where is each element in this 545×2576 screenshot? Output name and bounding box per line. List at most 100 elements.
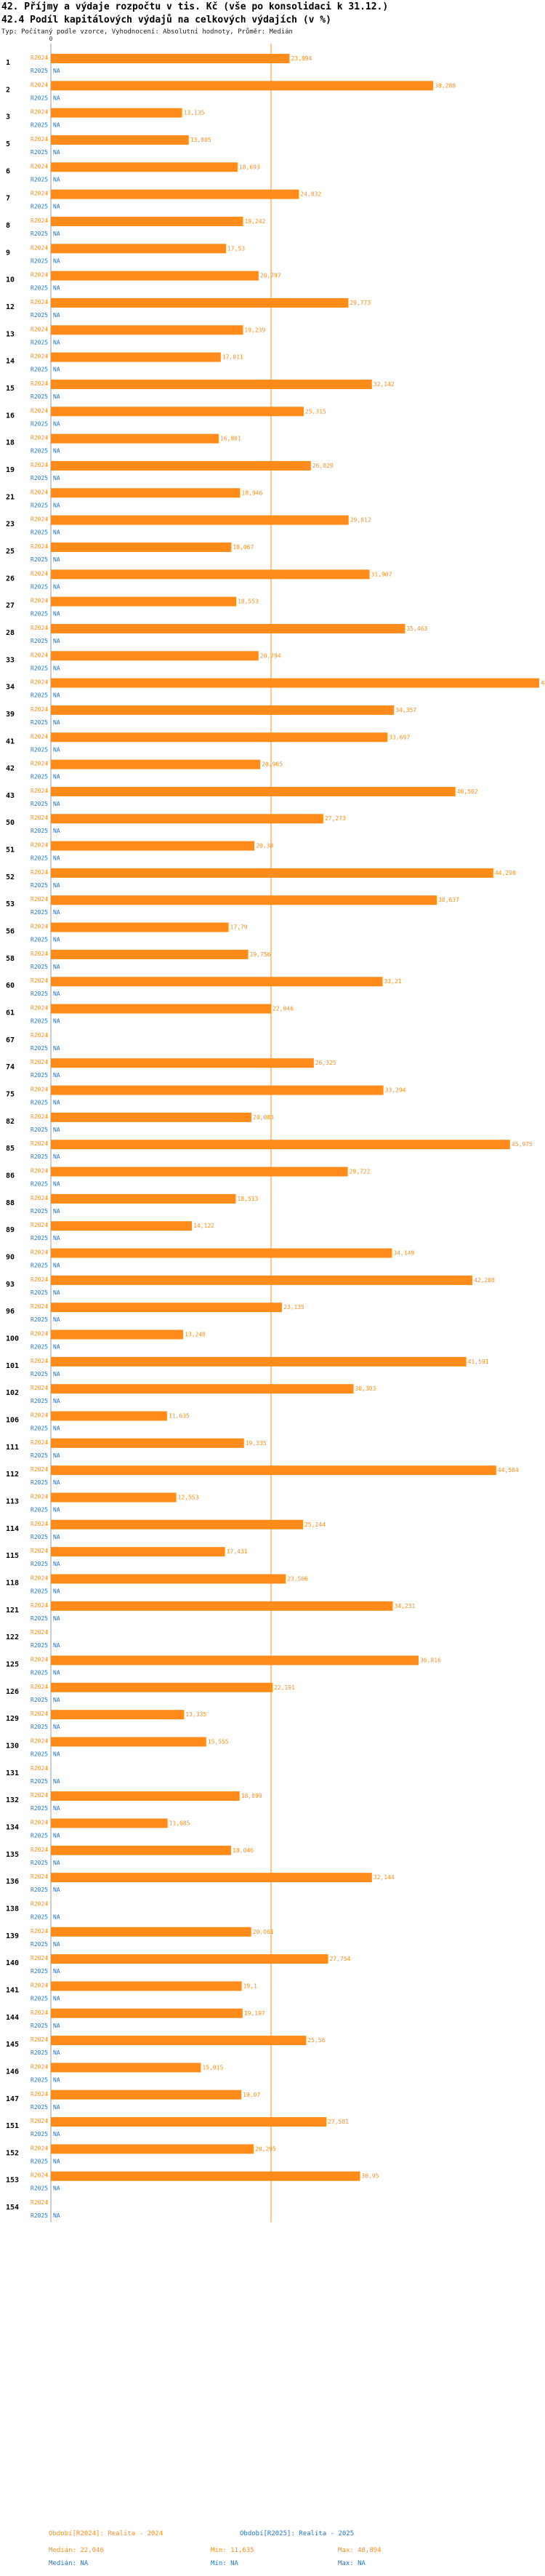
value-label-r2024: 11,685 [169,1820,190,1826]
value-label-r2025: NA [53,665,60,671]
series-label-r2025: R2025 [31,909,48,916]
value-label-r2025: NA [53,1615,60,1622]
series-label-r2024: R2024 [31,1466,48,1473]
bar-r2024 [51,488,241,498]
series-label-r2025: R2025 [31,1316,48,1323]
series-label-r2024: R2024 [31,788,48,794]
value-label-r2024: 27,273 [325,815,346,822]
value-label-r2024: 34,357 [395,707,416,713]
category-label: 51 [6,847,15,855]
value-label-r2025: NA [53,1642,60,1649]
value-label-r2025: NA [53,367,60,373]
category-label: 126 [6,1688,19,1696]
bar-r2024 [51,1710,185,1720]
bar-r2024 [51,596,236,607]
value-label-r2025: NA [53,1860,60,1866]
bar-r2024 [51,1329,184,1340]
value-label-r2025: NA [53,1561,60,1567]
value-label-r2024: 25,56 [307,2037,325,2044]
bar-r2024 [51,189,299,199]
value-label-r2025: NA [53,1398,60,1404]
value-label-r2024: 12,553 [178,1494,199,1500]
bar-r2024 [51,271,259,281]
bar-r2024 [51,1818,168,1828]
series-label-r2024: R2024 [31,1792,48,1799]
r2025-min: Min: NA [211,2560,238,2567]
category-label: 56 [6,928,15,936]
bar-r2024 [51,2036,307,2046]
series-label-r2024: R2024 [31,1873,48,1880]
series-label-r2025: R2025 [31,2158,48,2164]
category-label: 153 [6,2177,19,2185]
value-label-r2024: 44,584 [498,1467,519,1473]
series-label-r2024: R2024 [31,1765,48,1772]
bar-r2024 [51,460,311,471]
category-label: 52 [6,873,15,881]
value-label-r2024: 20,965 [262,761,283,768]
r2025-max: Max: NA [338,2560,366,2567]
category-label: 26 [6,575,15,583]
series-label-r2025: R2025 [31,1669,48,1676]
value-label-r2024: 33,697 [389,734,410,740]
chart-info: Typ: Počítaný podle vzorce, Vyhodnocení:… [1,28,293,36]
value-label-r2025: NA [53,502,60,508]
series-label-r2024: R2024 [31,2118,48,2124]
value-label-r2024: 25,315 [305,408,326,415]
series-label-r2025: R2025 [31,2131,48,2137]
value-label-r2024: 17,79 [230,924,248,931]
value-label-r2025: NA [53,2104,60,2111]
series-label-r2024: R2024 [31,977,48,984]
series-label-r2025: R2025 [31,529,48,536]
value-label-r2024: 15,555 [208,1738,229,1745]
value-label-r2024: 22,046 [272,1006,294,1012]
value-label-r2025: NA [53,285,60,292]
value-label-r2024: 17,53 [227,245,245,252]
bar-r2024 [51,1519,303,1529]
value-label-r2024: 18,553 [238,599,259,605]
category-label: 130 [6,1742,19,1750]
series-label-r2025: R2025 [31,122,48,129]
value-label-r2024: 15,015 [202,2064,223,2071]
series-label-r2025: R2025 [31,2049,48,2056]
category-label: 131 [6,1769,19,1777]
category-label: 113 [6,1497,19,1505]
value-label-r2025: NA [53,1968,60,1975]
value-label-r2024: 14,122 [193,1223,214,1229]
series-label-r2024: R2024 [31,1059,48,1065]
series-label-r2024: R2024 [31,2199,48,2206]
bar-r2024 [51,135,189,145]
value-label-r2024: 13,248 [185,1332,206,1338]
series-label-r2024: R2024 [31,869,48,876]
bar-r2024 [51,732,388,743]
value-label-r2025: NA [53,1941,60,1948]
value-label-r2025: NA [53,393,60,400]
category-label: 8 [6,222,10,230]
value-label-r2025: NA [53,257,60,264]
series-label-r2024: R2024 [31,1249,48,1256]
category-label: 125 [6,1660,19,1668]
value-label-r2025: NA [53,1506,60,1513]
series-label-r2024: R2024 [31,1303,48,1310]
series-label-r2025: R2025 [31,149,48,156]
value-label-r2024: 17,011 [222,354,243,361]
value-label-r2025: NA [53,68,60,74]
bar-r2024 [51,1112,252,1122]
value-label-r2025: NA [53,909,60,916]
category-label: 139 [6,1932,19,1940]
series-label-r2025: R2025 [31,1887,48,1893]
bar-r2024 [51,2171,360,2181]
series-label-r2024: R2024 [31,842,48,849]
series-label-r2025: R2025 [31,1263,48,1269]
series-label-r2025: R2025 [31,1452,48,1459]
value-label-r2024: 26,029 [312,463,334,469]
bar-r2024 [51,1411,167,1421]
series-label-r2024: R2024 [31,1140,48,1147]
category-label: 151 [6,2122,19,2130]
value-label-r2025: NA [53,204,60,210]
value-label-r2025: NA [53,1697,60,1703]
value-label-r2024: 33,294 [385,1087,406,1094]
value-label-r2025: NA [53,475,60,481]
value-label-r2025: NA [53,122,60,129]
bar-r2024 [51,1004,272,1014]
series-label-r2024: R2024 [31,1656,48,1663]
